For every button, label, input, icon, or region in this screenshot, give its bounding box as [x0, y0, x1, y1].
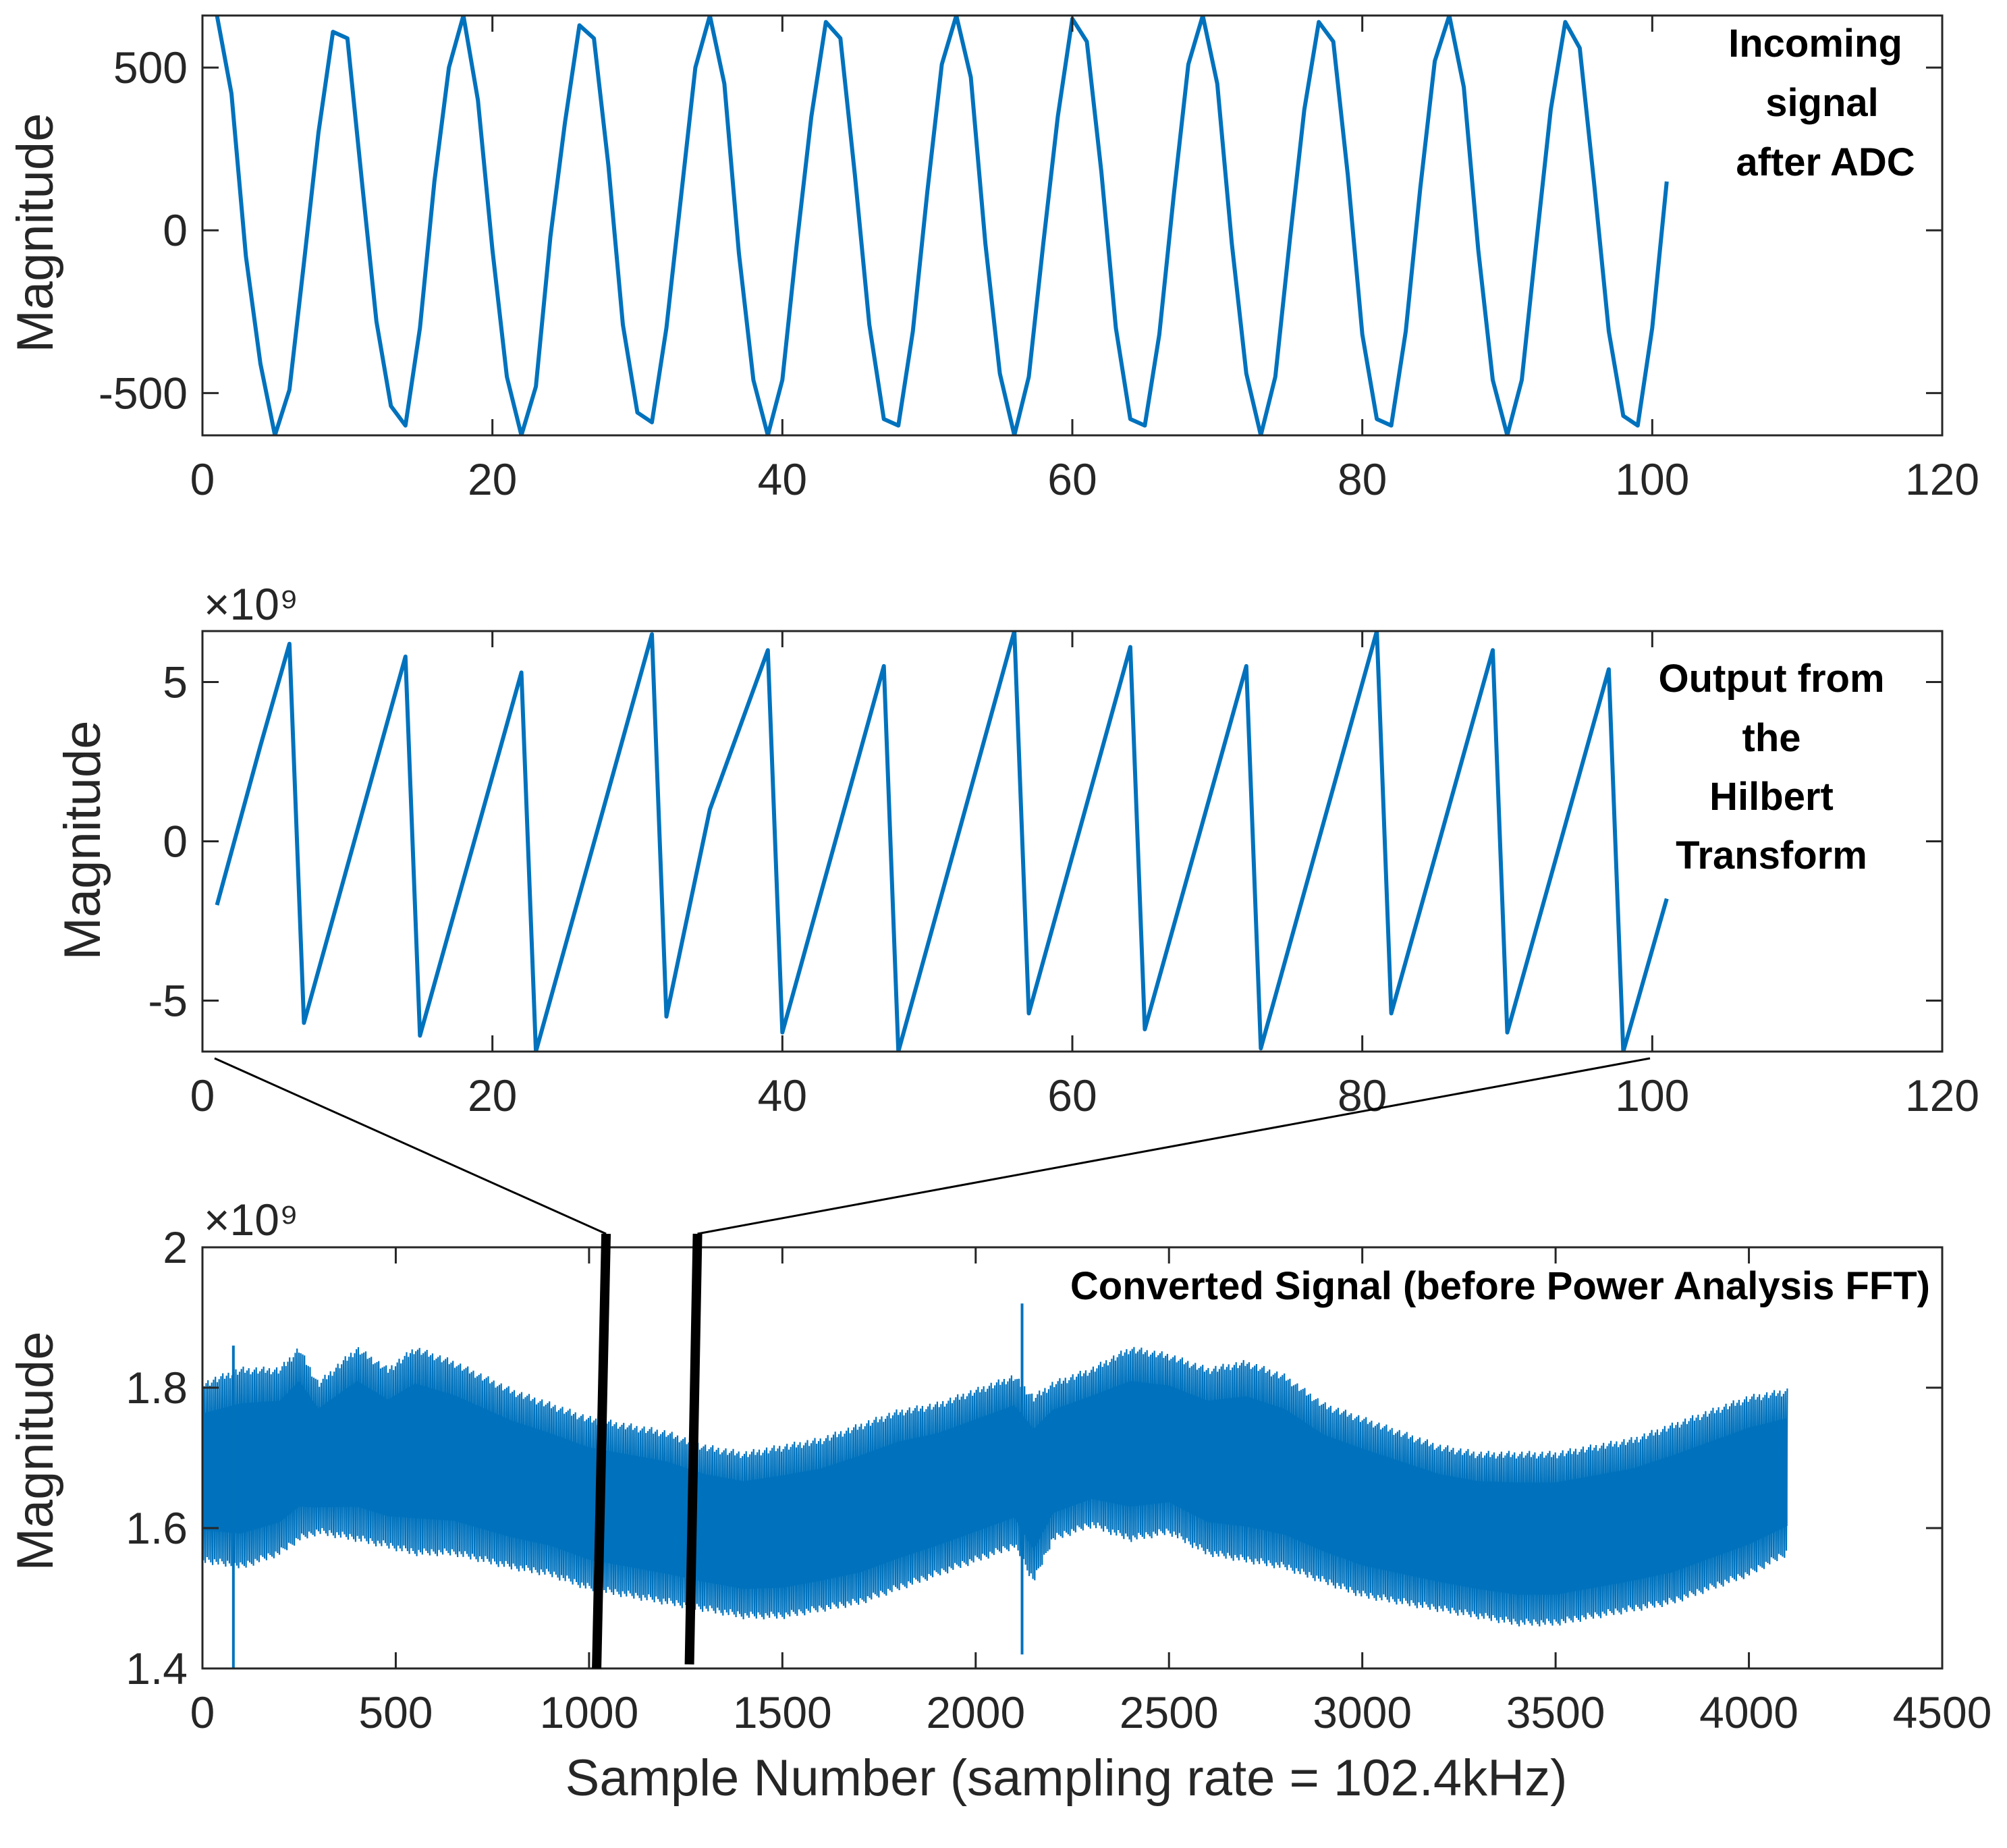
x-tick-label: 1000: [539, 1687, 638, 1737]
y-tick-label: 5: [163, 657, 188, 707]
y-tick-label: 500: [113, 43, 188, 92]
x-tick-label: 0: [190, 1070, 215, 1120]
zoom-connector-right: [697, 1057, 1651, 1235]
x-tick-label: 120: [1905, 1070, 1979, 1120]
panel-middle-annotation-line-3: Hilbert: [1709, 775, 1834, 819]
y-tick-label: 1.8: [126, 1363, 188, 1413]
y-tick-label: -5: [148, 975, 188, 1025]
panel-bottom-exponent: ×10⁹: [204, 1195, 298, 1245]
x-tick-label: 2500: [1120, 1687, 1219, 1737]
y-tick-label: 1.6: [126, 1503, 188, 1553]
panel-top-annotation-line-1: Incoming: [1728, 22, 1902, 65]
x-tick-label: 60: [1047, 454, 1097, 504]
x-tick-label: 20: [468, 1070, 517, 1120]
x-tick-label: 100: [1615, 454, 1689, 504]
zoom-connector-left: [214, 1057, 607, 1235]
panel-1-data: [215, 631, 1669, 1052]
panel-bottom-xlabel: Sample Number (sampling rate = 102.4kHz): [566, 1749, 1568, 1807]
panel-middle-annotation-line-1: Output from: [1658, 657, 1884, 701]
panel-0-axes-box: [201, 14, 1944, 437]
y-tick-label: 0: [163, 205, 188, 255]
x-tick-label: 80: [1338, 1070, 1387, 1120]
x-tick-label: 3500: [1506, 1687, 1605, 1737]
x-tick-label: 100: [1615, 1070, 1689, 1120]
x-tick-label: 500: [358, 1687, 433, 1737]
x-tick-label: 1500: [733, 1687, 832, 1737]
panel-middle: 0 20 40 60 80 100 120-505: [148, 630, 1979, 1120]
x-tick-label: 0: [190, 1687, 215, 1737]
series-line-0: [215, 631, 1669, 1052]
panel-2-data: [202, 1303, 1788, 1668]
x-tick-label: 60: [1047, 1070, 1097, 1120]
x-tick-label: 120: [1905, 454, 1979, 504]
zoom-window-right-bar: [684, 1233, 703, 1665]
panel-middle-exponent: ×10⁹: [204, 579, 298, 629]
panel-top-annotation-line-2: signal: [1765, 81, 1879, 125]
converted-signal-band: [202, 1381, 1788, 1595]
x-tick-label: 3000: [1313, 1687, 1412, 1737]
x-tick-label: 40: [758, 1070, 807, 1120]
panel-bottom-ylabel: Magnitude: [7, 1332, 64, 1571]
y-tick-label: 0: [163, 817, 188, 867]
x-tick-label: 80: [1338, 454, 1387, 504]
x-tick-label: 2000: [926, 1687, 1025, 1737]
panel-top-ylabel: Magnitude: [7, 113, 64, 353]
panel-middle-annotation-line-2: the: [1742, 716, 1801, 760]
y-tick-label: -500: [99, 368, 188, 418]
x-tick-label: 20: [468, 454, 517, 504]
x-tick-label: 4000: [1699, 1687, 1798, 1737]
panel-bottom-annotation: Converted Signal (before Power Analysis …: [1070, 1264, 1930, 1308]
panel-middle-ylabel: Magnitude: [54, 721, 111, 960]
y-tick-label: 2: [163, 1222, 188, 1272]
x-tick-label: 40: [758, 454, 807, 504]
panel-2-axes-box: [201, 1246, 1944, 1670]
zoom-connectors: [214, 1057, 1651, 1669]
y-tick-label: 1.4: [126, 1643, 188, 1693]
x-tick-label: 0: [190, 454, 215, 504]
panel-middle-annotation-line-4: Transform: [1676, 834, 1867, 877]
x-tick-label: 4500: [1893, 1687, 1992, 1737]
series-line-0: [215, 16, 1669, 435]
panel-0-data: [215, 16, 1669, 435]
panel-top-annotation-line-3: after ADC: [1736, 140, 1915, 184]
zoom-window-left-bar: [592, 1233, 611, 1669]
